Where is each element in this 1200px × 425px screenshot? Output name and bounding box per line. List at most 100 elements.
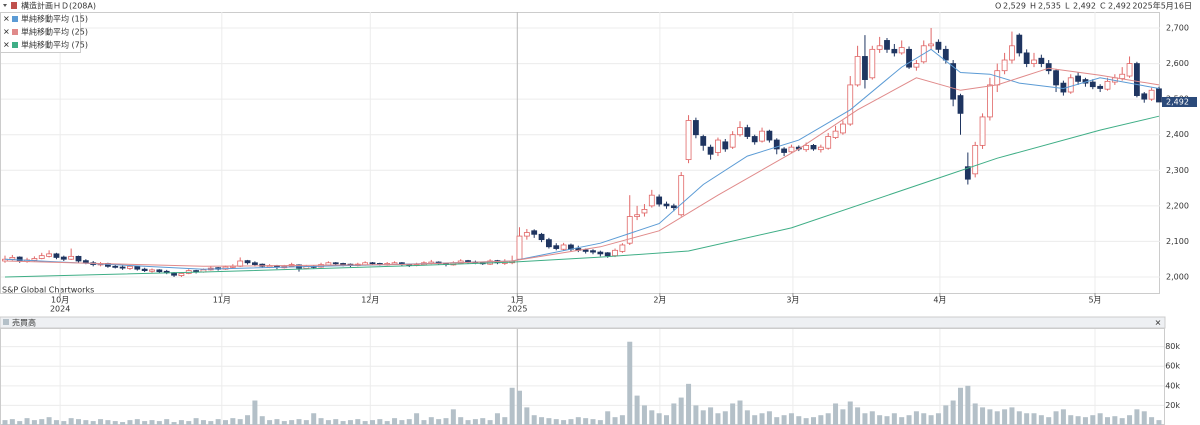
candle-body [1119,73,1126,79]
volume-bar [700,410,706,425]
y-tick-label: 60k [1165,362,1180,371]
volume-bar [531,415,537,425]
volume-bar [686,383,692,425]
candle-body [82,260,89,264]
volume-bar [744,410,750,425]
volume-bar [237,419,243,425]
volume-bar [678,397,684,425]
volume-bar [134,419,140,425]
volume-bar [766,411,772,425]
year-label: 2025 [507,305,527,314]
volume-bar [90,421,96,425]
ohlc-value: 2,492 [1108,2,1131,11]
candle-body [707,146,714,155]
candle-body [119,266,126,269]
volume-bar [245,415,251,425]
volume-bar [1097,413,1103,425]
volume-bar [891,413,897,425]
x-tick-label: 10月 [51,296,69,305]
candle-body [156,269,163,273]
candle-body [1031,59,1037,64]
volume-bar [568,419,574,425]
volume-bar [943,405,949,425]
candle-body [840,123,846,134]
volume-bar [370,420,375,425]
volume-bar [377,419,383,425]
volume-bar [347,420,353,425]
candle-body [656,196,663,205]
candle-body [340,263,347,265]
candle-body [193,270,200,273]
volume-bar [1134,409,1140,425]
legend-remove: ✕ [3,28,10,37]
volume-bar [494,413,500,425]
candle-body [1089,81,1096,88]
volume-bar [1119,418,1125,425]
volume-bar [164,419,170,425]
volume-bar [76,419,81,425]
candle-body [612,249,618,257]
candle-body [1067,77,1074,93]
volume-bar [994,411,1000,425]
candle-body [1141,93,1148,100]
candle-body [38,255,45,259]
volume-bar [1068,415,1074,425]
volume-bar [1112,416,1118,425]
y-tick-label: 20k [1165,401,1180,410]
volume-bar [303,420,309,425]
volume-bar [406,419,412,425]
volume-bar [752,415,758,425]
volume-bar [928,415,934,425]
candle-body [1075,75,1081,82]
candle-body [1097,85,1104,89]
candle-body [626,216,633,244]
volume-bar [98,419,104,425]
candle-body [251,262,258,265]
candle-body [516,235,523,260]
candle-body [869,48,876,79]
volume-bar [1060,409,1066,425]
volume-bar [546,418,552,425]
volume-bar [39,419,45,425]
candle-body [722,141,729,150]
volume-bar [575,417,581,425]
volume-bar [289,420,295,425]
candle-body [1148,89,1155,100]
y-tick-label: 40k [1165,381,1180,390]
candle-body [1023,52,1030,64]
candle-body [1053,70,1059,86]
last-price-label: 2,492 [1166,97,1189,106]
volume-bar [553,419,559,425]
legend-label: 単純移動平均 (15) [21,14,88,24]
candle-body [68,255,75,260]
candle-body [950,63,957,100]
price-frame [0,12,1160,294]
volume-bar [68,418,74,425]
x-tick-label: 12月 [361,296,379,305]
volume-title: 売買高 [12,318,36,328]
candle-body [112,265,119,268]
candle-body [582,249,589,252]
volume-bar [561,420,567,425]
candle-body [1156,88,1162,103]
x-tick-label: 1月 [511,296,524,305]
candle-body [634,214,640,217]
candle-body [149,269,155,272]
volume-bar [208,421,214,425]
volume-bar [1149,417,1155,425]
volume-bar [223,420,228,425]
volume-bar [46,417,52,425]
volume-bar [847,401,853,425]
volume-bar [597,420,603,425]
volume-bar [215,419,221,425]
volume-bar [340,421,346,425]
dropdown-icon[interactable] [3,4,7,7]
volume-bar [634,395,640,425]
y-tick-label: 80k [1165,342,1180,351]
volume-bar [627,341,633,425]
volume-bar [1127,415,1133,425]
close-button[interactable]: ✕ [1155,319,1162,328]
volume-bar [120,422,126,425]
volume-bar [392,418,398,425]
